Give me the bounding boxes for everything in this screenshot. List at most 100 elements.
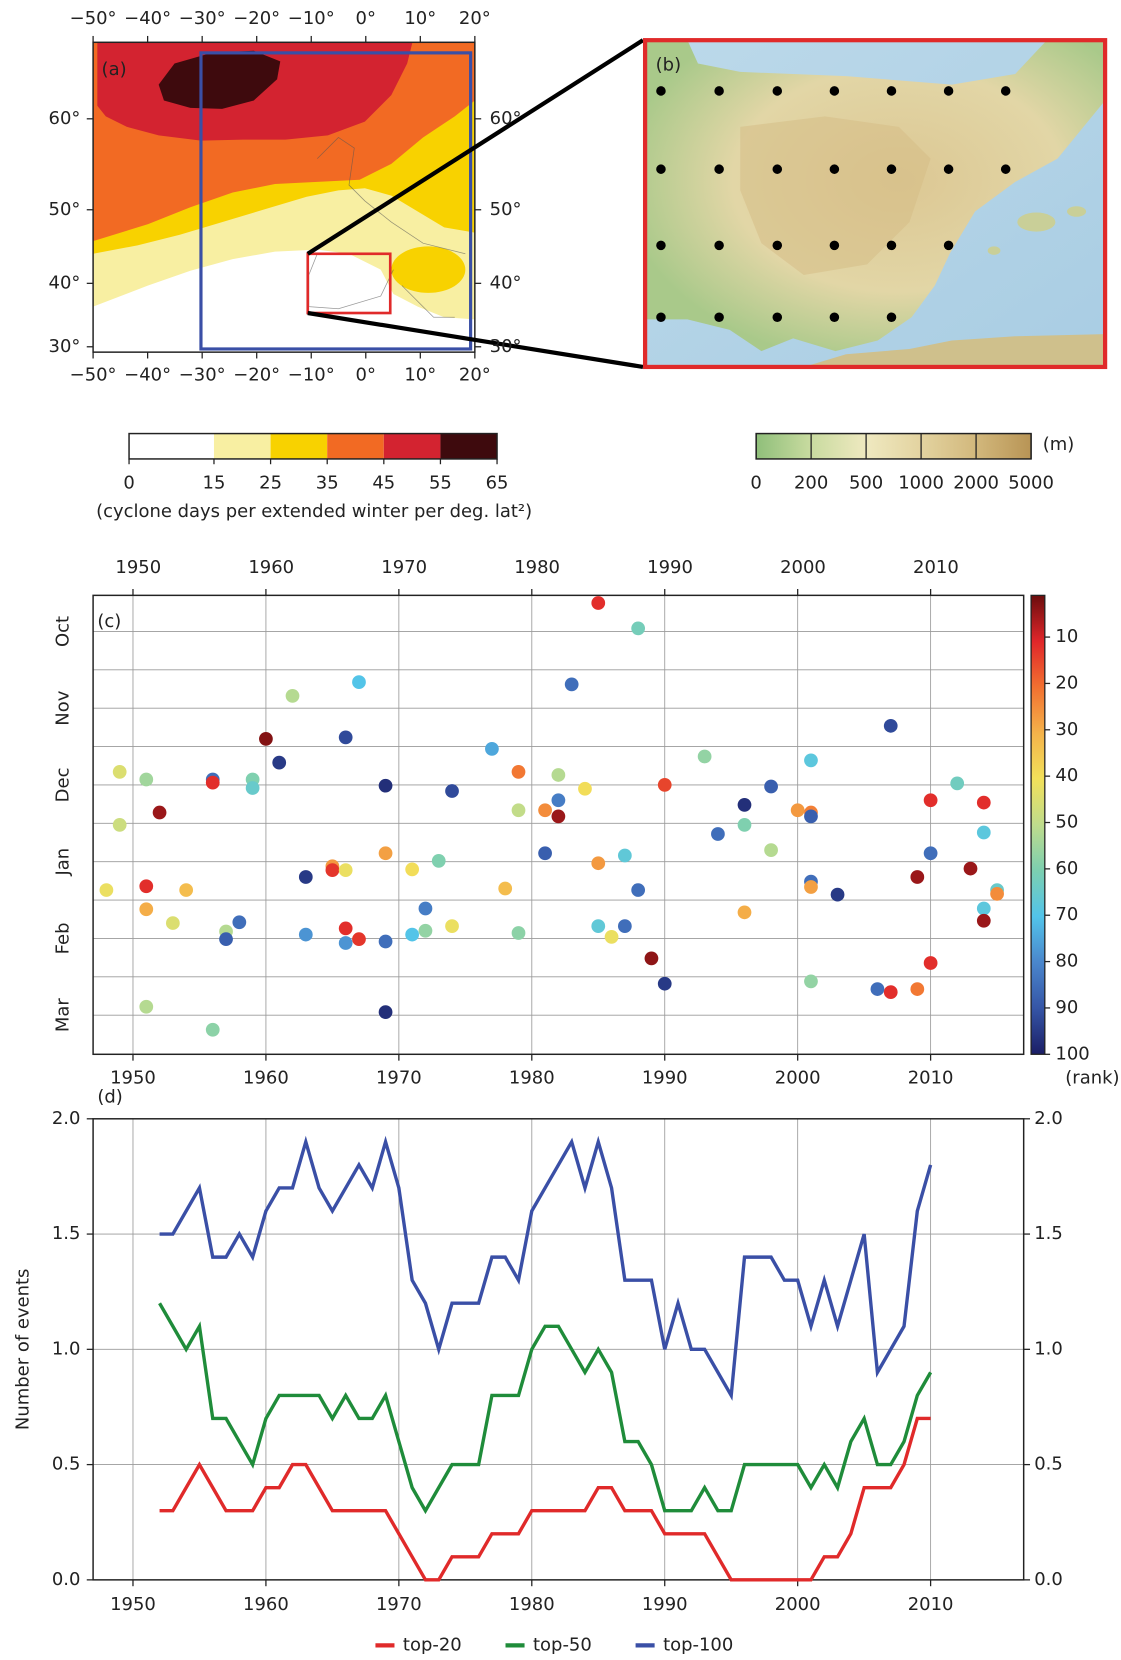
x-tick-label: 1990 (642, 1594, 688, 1615)
event-point (538, 846, 552, 861)
event-point (538, 803, 552, 818)
event-point (990, 887, 1004, 901)
event-point (378, 846, 393, 861)
event-point (963, 861, 978, 876)
x-tick-label: 1950 (110, 1068, 156, 1089)
event-point (737, 817, 752, 832)
y-tick-label: Dec (52, 768, 73, 803)
grid-point (829, 312, 840, 322)
colorbar-tick-label: 55 (429, 472, 452, 493)
event-point (551, 768, 566, 782)
y-tick-label: 0.0 (52, 1569, 81, 1590)
x-tick-label: 20° (459, 8, 491, 29)
x-tick-label: 1990 (642, 1068, 688, 1089)
panel-label: (d) (97, 1087, 122, 1108)
event-point (564, 677, 579, 692)
event-point (923, 846, 938, 861)
x-tick-label: 0° (356, 364, 376, 385)
event-point (976, 913, 991, 928)
event-point (870, 982, 885, 996)
event-point (764, 779, 778, 794)
event-point (551, 809, 566, 824)
event-point (591, 856, 606, 871)
event-point (511, 764, 526, 779)
y-tick-label: Nov (52, 690, 73, 725)
y-tick-label: 60° (49, 108, 81, 129)
event-point (976, 825, 991, 840)
event-point (804, 974, 818, 989)
event-point (617, 919, 632, 934)
grid-point (772, 240, 783, 251)
y-tick-label: 0.5 (1034, 1454, 1063, 1475)
x-tick-label: 10° (404, 364, 436, 385)
event-point (631, 883, 646, 897)
x-tick-label: 1980 (509, 1068, 555, 1089)
land (803, 334, 1106, 367)
x-tick-label: −50° (70, 8, 117, 29)
event-point (298, 870, 313, 884)
x-tick-label: 1970 (376, 1594, 422, 1615)
event-point (99, 883, 114, 897)
event-point (883, 718, 898, 733)
event-point (737, 798, 752, 812)
event-point (139, 772, 154, 787)
event-point (910, 982, 925, 996)
x-tick-label: 0° (356, 8, 376, 29)
event-point (485, 741, 499, 756)
event-point (578, 781, 592, 796)
event-point (657, 976, 672, 991)
event-point (617, 848, 632, 863)
grid-point (656, 86, 666, 96)
x-tick-label: −30° (179, 364, 226, 385)
colorbar-tick-label: 65 (486, 472, 509, 493)
event-point (272, 755, 287, 770)
event-point (405, 862, 420, 877)
connector (306, 38, 645, 256)
coastline (308, 136, 466, 318)
x-tick-label: 2010 (908, 1068, 954, 1089)
x-tick-label: 1950 (115, 557, 161, 578)
y-tick-label: Mar (52, 998, 73, 1033)
grid-point (714, 86, 724, 96)
event-point (205, 1022, 220, 1037)
y-tick-label: 60° (490, 108, 522, 129)
event-point (232, 915, 247, 930)
colorbar-tick-label: 500 (849, 472, 883, 493)
event-point (165, 916, 180, 930)
y-tick-label: 30° (49, 336, 81, 357)
colorbar-tick-label: 0 (750, 472, 761, 493)
colorbar-tick-label: 60 (1055, 858, 1078, 879)
x-tick-label: 2000 (775, 1594, 821, 1615)
colorbar (755, 432, 1032, 460)
event-point (764, 843, 778, 858)
grid-point (1000, 86, 1011, 96)
x-tick-label: 1980 (509, 1594, 555, 1615)
event-point (431, 854, 446, 868)
event-point (976, 795, 991, 810)
event-point (418, 901, 433, 916)
grid-point (714, 164, 724, 174)
event-point (830, 887, 845, 902)
x-tick-label: 2010 (908, 1594, 954, 1615)
y-tick-label: 40° (49, 272, 81, 293)
event-point (338, 863, 353, 877)
colorbar-tick-label: 40 (1055, 765, 1078, 786)
event-point (631, 621, 646, 636)
y-tick-label: 30° (490, 336, 522, 357)
x-tick-label: −20° (233, 364, 280, 385)
panel-label: (a) (102, 59, 127, 80)
y-tick-label: 0.5 (52, 1454, 81, 1475)
x-tick-label: 1950 (110, 1594, 156, 1615)
legend-label: top-100 (663, 1634, 733, 1655)
event-point (285, 689, 300, 703)
colorbar-unit: (m) (1043, 434, 1075, 455)
grid-point (886, 164, 897, 174)
plot-frame (92, 1118, 1025, 1581)
event-point (139, 879, 154, 894)
x-tick-label: 1960 (248, 557, 294, 578)
x-tick-label: 10° (404, 8, 436, 29)
grid-point (943, 164, 954, 174)
plot-frame (92, 594, 1025, 1056)
grid-point (1000, 164, 1011, 174)
event-point (112, 764, 127, 779)
